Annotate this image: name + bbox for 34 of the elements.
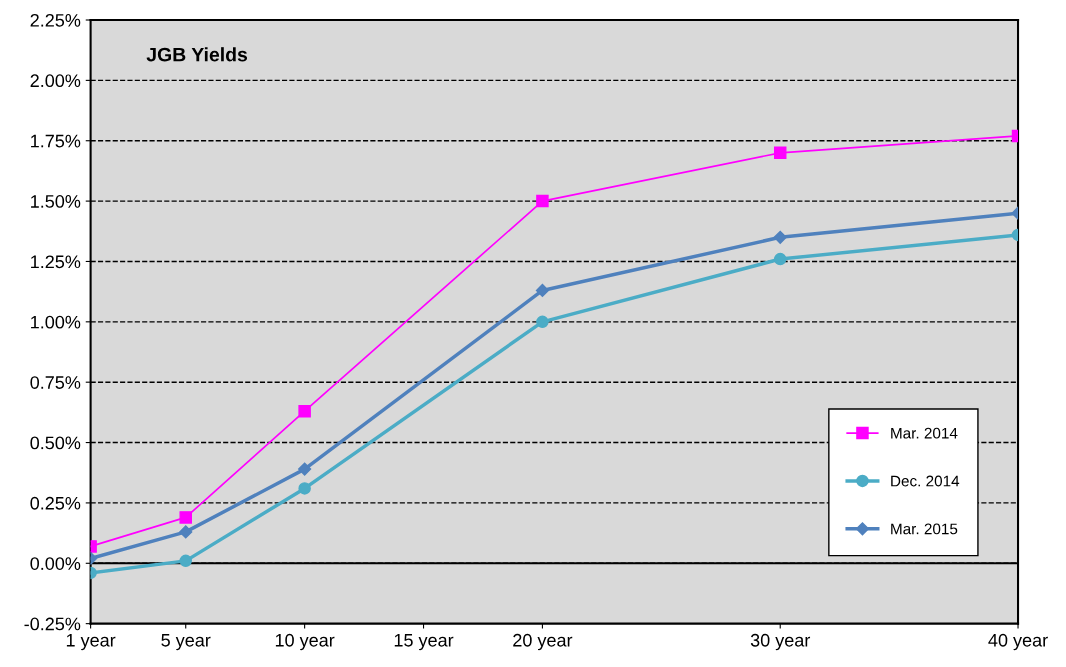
y-tick-label: 2.00% (30, 74, 81, 88)
point (179, 525, 193, 539)
x-tick-label: 30 year (750, 633, 811, 651)
y-tick-label: 0.00% (30, 557, 81, 570)
point (298, 404, 311, 418)
point (298, 482, 311, 495)
x-tick-label: 20 year (513, 633, 573, 651)
point (179, 554, 192, 568)
point (536, 315, 549, 329)
y-tick-label: 1.00% (31, 315, 81, 329)
y-tick-label: 2.25% (30, 13, 81, 27)
point (773, 230, 787, 244)
x-tick-label: 10 year (275, 633, 335, 651)
point (179, 511, 192, 524)
y-tick-label: 0.25% (30, 496, 81, 510)
legend-label: Mar. 2015 (891, 523, 958, 535)
x-tick-label: 15 year (394, 634, 454, 651)
x-tick-label: 40 year (988, 633, 1048, 651)
point (773, 146, 787, 160)
point (773, 252, 787, 266)
y-tick-label: 1.50% (31, 195, 81, 208)
y-tick-label: 1.75% (31, 134, 81, 148)
y-tick-label: 1.25% (31, 255, 81, 269)
y-tick-label: 0.75% (30, 376, 81, 389)
point (536, 194, 549, 208)
point (535, 283, 550, 298)
x-tick-label: 1 year (66, 634, 116, 651)
legend-label: Dec. 2014 (891, 475, 960, 487)
text: JGB Yields (146, 47, 248, 62)
y-tick-label: -0.25% (24, 617, 81, 631)
x-tick-label: 5 year (161, 634, 211, 651)
y-tick-label: 0.50% (30, 436, 81, 450)
legend-label: Mar. 2014 (891, 427, 958, 439)
point (298, 462, 312, 476)
